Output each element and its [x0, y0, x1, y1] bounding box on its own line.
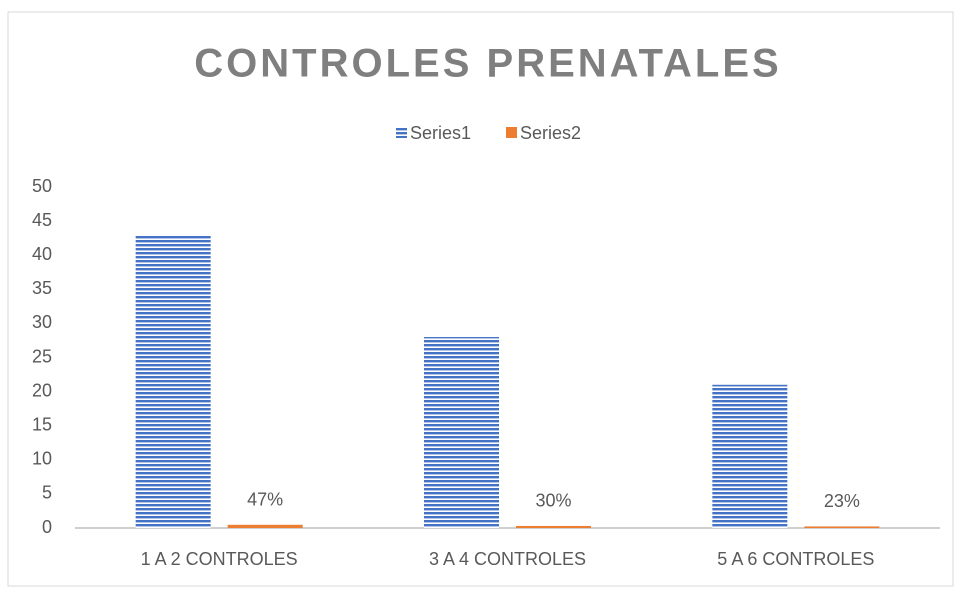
- legend-label: Series1: [410, 123, 471, 143]
- bar: [424, 337, 499, 528]
- y-tick-label: 10: [32, 449, 52, 469]
- bar: [135, 234, 211, 529]
- bar: [516, 525, 591, 528]
- legend-swatch: [506, 127, 517, 138]
- bar: [804, 526, 880, 528]
- x-tick-label: 3 A 4 CONTROLES: [429, 549, 586, 569]
- y-tick-label: 30: [32, 312, 52, 332]
- y-tick-label: 45: [32, 210, 52, 230]
- y-tick-label: 0: [42, 517, 52, 537]
- x-tick-label: 1 A 2 CONTROLES: [141, 549, 298, 569]
- bar: [227, 524, 303, 528]
- data-label: 30%: [535, 491, 571, 511]
- legend-swatch: [396, 127, 407, 138]
- y-tick-label: 25: [32, 346, 52, 366]
- data-label: 23%: [824, 491, 860, 511]
- y-tick-label: 20: [32, 380, 52, 400]
- y-tick-label: 40: [32, 244, 52, 264]
- x-tick-label: 5 A 6 CONTROLES: [717, 549, 874, 569]
- legend-label: Series2: [520, 123, 581, 143]
- y-tick-label: 50: [32, 176, 52, 196]
- y-tick-label: 35: [32, 278, 52, 298]
- y-tick-label: 5: [42, 483, 52, 503]
- chart-title: CONTROLES PRENATALES: [194, 42, 781, 86]
- bar: [712, 384, 788, 528]
- y-tick-label: 15: [32, 414, 52, 434]
- data-label: 47%: [247, 490, 283, 510]
